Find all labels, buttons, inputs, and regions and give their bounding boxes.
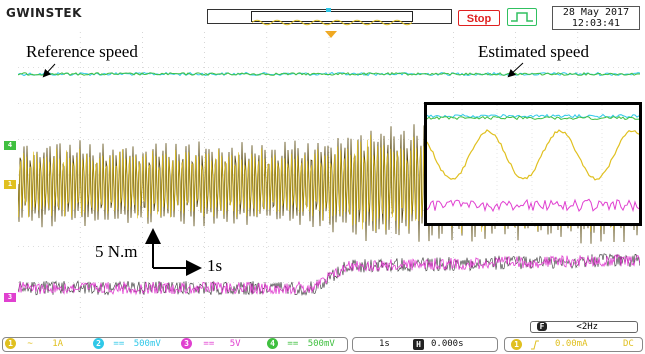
waveform-display[interactable]: [17, 32, 641, 318]
timebase-position: 0.000s: [431, 339, 464, 349]
reference-speed-label: Reference speed: [26, 42, 138, 61]
voltage-trace: [17, 253, 641, 296]
ch3-icon: 3: [181, 338, 192, 349]
inset-voltage-trace: [426, 198, 640, 213]
frequency-icon: F: [537, 322, 547, 331]
ch2-icon: 2: [93, 338, 104, 349]
estimated-speed-label: Estimated speed: [478, 42, 589, 61]
zoom-inset: [424, 102, 642, 226]
ch2-scale: 500mV: [133, 339, 161, 349]
memory-wave-icon: [251, 19, 413, 26]
reference-speed-trace: [17, 72, 641, 76]
trigger-coupling: DC: [623, 339, 634, 349]
brand-logo: GWINSTEK: [6, 6, 82, 20]
ch3-coupling: ==: [203, 339, 215, 349]
ch4-settings[interactable]: 4 == 500mV: [267, 338, 335, 351]
ch1-coupling: ~: [27, 339, 33, 349]
date-text: 28 May 2017: [562, 7, 630, 18]
trigger-position-icon: [325, 31, 337, 38]
rising-edge-icon: [531, 340, 539, 350]
channel-settings-group[interactable]: 1 ~ 1A 2 == 500mV 3 == 5V 4 == 500mV: [2, 337, 348, 352]
estimated-speed-arrow: [507, 62, 524, 78]
frequency-value: <2Hz: [576, 322, 599, 332]
ch3-level-marker[interactable]: 3: [4, 293, 16, 302]
ch1-level-marker[interactable]: 1: [4, 180, 16, 189]
timebase-scale: 1s: [379, 339, 390, 349]
reference-speed-arrow: [42, 63, 56, 78]
ch4-level-marker[interactable]: 4: [4, 141, 16, 150]
ch2-coupling: ==: [113, 339, 125, 349]
timebase-settings[interactable]: 1s H 0.000s: [352, 337, 498, 352]
trigger-status-button[interactable]: [507, 8, 537, 26]
trigger-level: 0.00mA: [555, 339, 588, 349]
inset-reference-speed-trace: [426, 115, 640, 121]
run-stop-button[interactable]: Stop: [458, 10, 500, 26]
ch2-settings[interactable]: 2 == 500mV: [93, 338, 161, 351]
frequency-counter: F <2Hz: [530, 321, 638, 333]
waveform-canvas: [17, 32, 641, 318]
top-status-bar: GWINSTEK Stop 28 May 2017 12:03:41: [0, 0, 645, 32]
trigger-settings[interactable]: 1 0.00mA DC: [504, 337, 643, 352]
ch1-scale: 1A: [52, 339, 64, 349]
inset-estimated-speed-trace: [426, 113, 640, 119]
ch1-icon: 1: [5, 338, 16, 349]
datetime-display: 28 May 2017 12:03:41: [552, 6, 640, 30]
ch1-settings[interactable]: 1 ~ 1A: [5, 338, 63, 351]
memory-window[interactable]: [251, 11, 413, 26]
ch3-settings[interactable]: 3 == 5V: [181, 338, 241, 351]
memory-position-marker: [326, 8, 331, 12]
channel-status-bar: [0, 334, 645, 354]
time-text: 12:03:41: [571, 18, 621, 29]
trigger-source-icon: 1: [511, 339, 522, 350]
ch4-icon: 4: [267, 338, 278, 349]
ch3-scale: 5V: [229, 339, 241, 349]
torque-scale-label: 5 N.m: [95, 242, 138, 261]
zoom-inset-canvas: [426, 105, 640, 223]
memory-bar[interactable]: [207, 8, 452, 26]
horizontal-position-icon: H: [413, 339, 424, 350]
time-scale-label: 1s: [207, 256, 223, 275]
pulse-icon: [511, 12, 533, 22]
ch4-scale: 500mV: [307, 339, 335, 349]
ch4-coupling: ==: [287, 339, 299, 349]
inset-torque-trace: [426, 129, 640, 181]
